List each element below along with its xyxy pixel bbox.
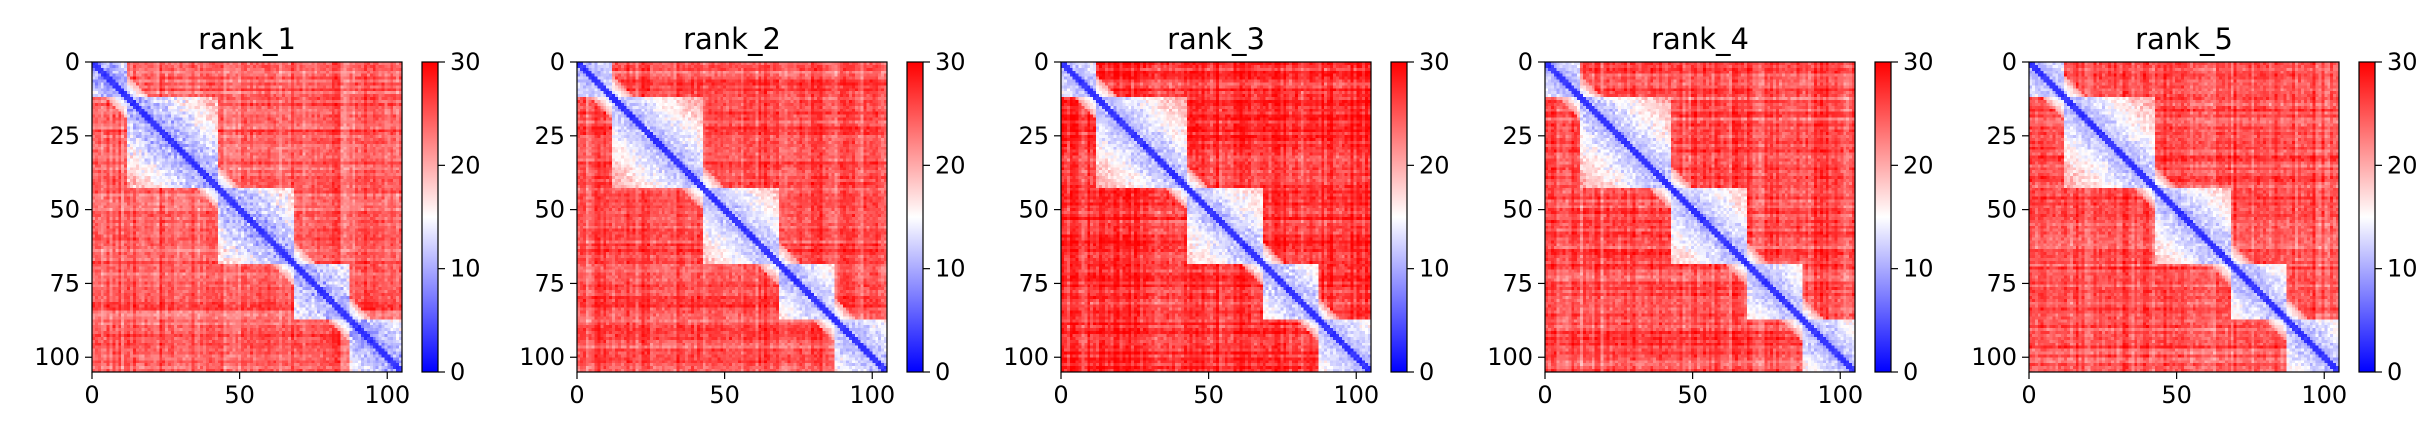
x-tick-label: 100 — [364, 381, 410, 409]
x-tick-label: 100 — [849, 381, 895, 409]
colorbar-tick-label: 10 — [450, 255, 481, 283]
panel-title: rank_5 — [2135, 22, 2233, 56]
panel-title: rank_3 — [1167, 22, 1265, 56]
y-tick-label: 50 — [1502, 196, 1533, 224]
x-tick-label: 100 — [2301, 381, 2347, 409]
colorbar-tick-label: 30 — [935, 48, 966, 76]
colorbar-tick-label: 0 — [450, 358, 465, 386]
x-tick-label: 0 — [1053, 381, 1068, 409]
y-tick-label: 25 — [1018, 122, 1049, 150]
heatmap-image — [92, 62, 402, 372]
colorbar-tick-label: 10 — [2387, 255, 2418, 283]
colorbar-tick-label: 10 — [935, 255, 966, 283]
colorbar — [906, 61, 924, 373]
colorbar-tick-label: 10 — [1903, 255, 1934, 283]
colorbar-tick-label: 30 — [1419, 48, 1450, 76]
x-tick-label: 100 — [1333, 381, 1379, 409]
colorbar — [1390, 61, 1408, 373]
heatmap-image — [1545, 62, 1855, 372]
colorbar-tick-label: 20 — [935, 151, 966, 179]
colorbar-tick-label: 20 — [1903, 151, 1934, 179]
colorbar-tick-label: 0 — [935, 358, 950, 386]
y-tick-label: 0 — [1518, 48, 1533, 76]
y-tick-label: 25 — [534, 122, 565, 150]
y-tick-label: 50 — [1018, 196, 1049, 224]
x-tick-label: 50 — [1193, 381, 1224, 409]
y-tick-label: 75 — [1986, 269, 2017, 297]
colorbar-tick-label: 30 — [450, 48, 481, 76]
y-tick-label: 75 — [1502, 269, 1533, 297]
x-tick-label: 50 — [709, 381, 740, 409]
y-tick-label: 50 — [534, 196, 565, 224]
plot-frame — [1060, 61, 1372, 373]
panel-title: rank_2 — [683, 22, 781, 56]
heatmap-image — [577, 62, 887, 372]
panel-title: rank_4 — [1651, 22, 1749, 56]
colorbar — [1874, 61, 1892, 373]
colorbar-tick-label: 10 — [1419, 255, 1450, 283]
x-tick-label: 0 — [84, 381, 99, 409]
y-tick-label: 100 — [1003, 343, 1049, 371]
y-tick-label: 0 — [1034, 48, 1049, 76]
colorbar-tick-label: 0 — [2387, 358, 2402, 386]
x-tick-label: 0 — [2021, 381, 2036, 409]
x-tick-label: 50 — [2161, 381, 2192, 409]
colorbar-tick-label: 0 — [1419, 358, 1434, 386]
colorbar — [2358, 61, 2376, 373]
x-tick-label: 0 — [1537, 381, 1552, 409]
plot-frame — [1544, 61, 1856, 373]
heatmap-image — [1061, 62, 1371, 372]
y-tick-label: 100 — [1971, 343, 2017, 371]
y-tick-label: 75 — [1018, 269, 1049, 297]
x-tick-label: 50 — [1677, 381, 1708, 409]
y-tick-label: 100 — [519, 343, 565, 371]
y-tick-label: 0 — [550, 48, 565, 76]
y-tick-label: 75 — [49, 269, 80, 297]
y-tick-label: 100 — [1487, 343, 1533, 371]
plot-frame — [2028, 61, 2340, 373]
colorbar-tick-label: 20 — [1419, 151, 1450, 179]
y-tick-label: 25 — [49, 122, 80, 150]
x-tick-label: 50 — [224, 381, 255, 409]
colorbar-tick-label: 20 — [450, 151, 481, 179]
y-tick-label: 50 — [1986, 196, 2017, 224]
colorbar-tick-label: 20 — [2387, 151, 2418, 179]
plot-frame — [576, 61, 888, 373]
colorbar-tick-label: 30 — [2387, 48, 2418, 76]
panel-title: rank_1 — [198, 22, 296, 56]
x-tick-label: 100 — [1817, 381, 1863, 409]
colorbar-tick-label: 0 — [1903, 358, 1918, 386]
y-tick-label: 100 — [34, 343, 80, 371]
x-tick-label: 0 — [569, 381, 584, 409]
y-tick-label: 75 — [534, 269, 565, 297]
y-tick-label: 0 — [2002, 48, 2017, 76]
colorbar-tick-label: 30 — [1903, 48, 1934, 76]
y-tick-label: 25 — [1502, 122, 1533, 150]
plot-frame — [91, 61, 403, 373]
heatmap-image — [2029, 62, 2339, 372]
y-tick-label: 25 — [1986, 122, 2017, 150]
y-tick-label: 0 — [65, 48, 80, 76]
y-tick-label: 50 — [49, 196, 80, 224]
colorbar — [421, 61, 439, 373]
